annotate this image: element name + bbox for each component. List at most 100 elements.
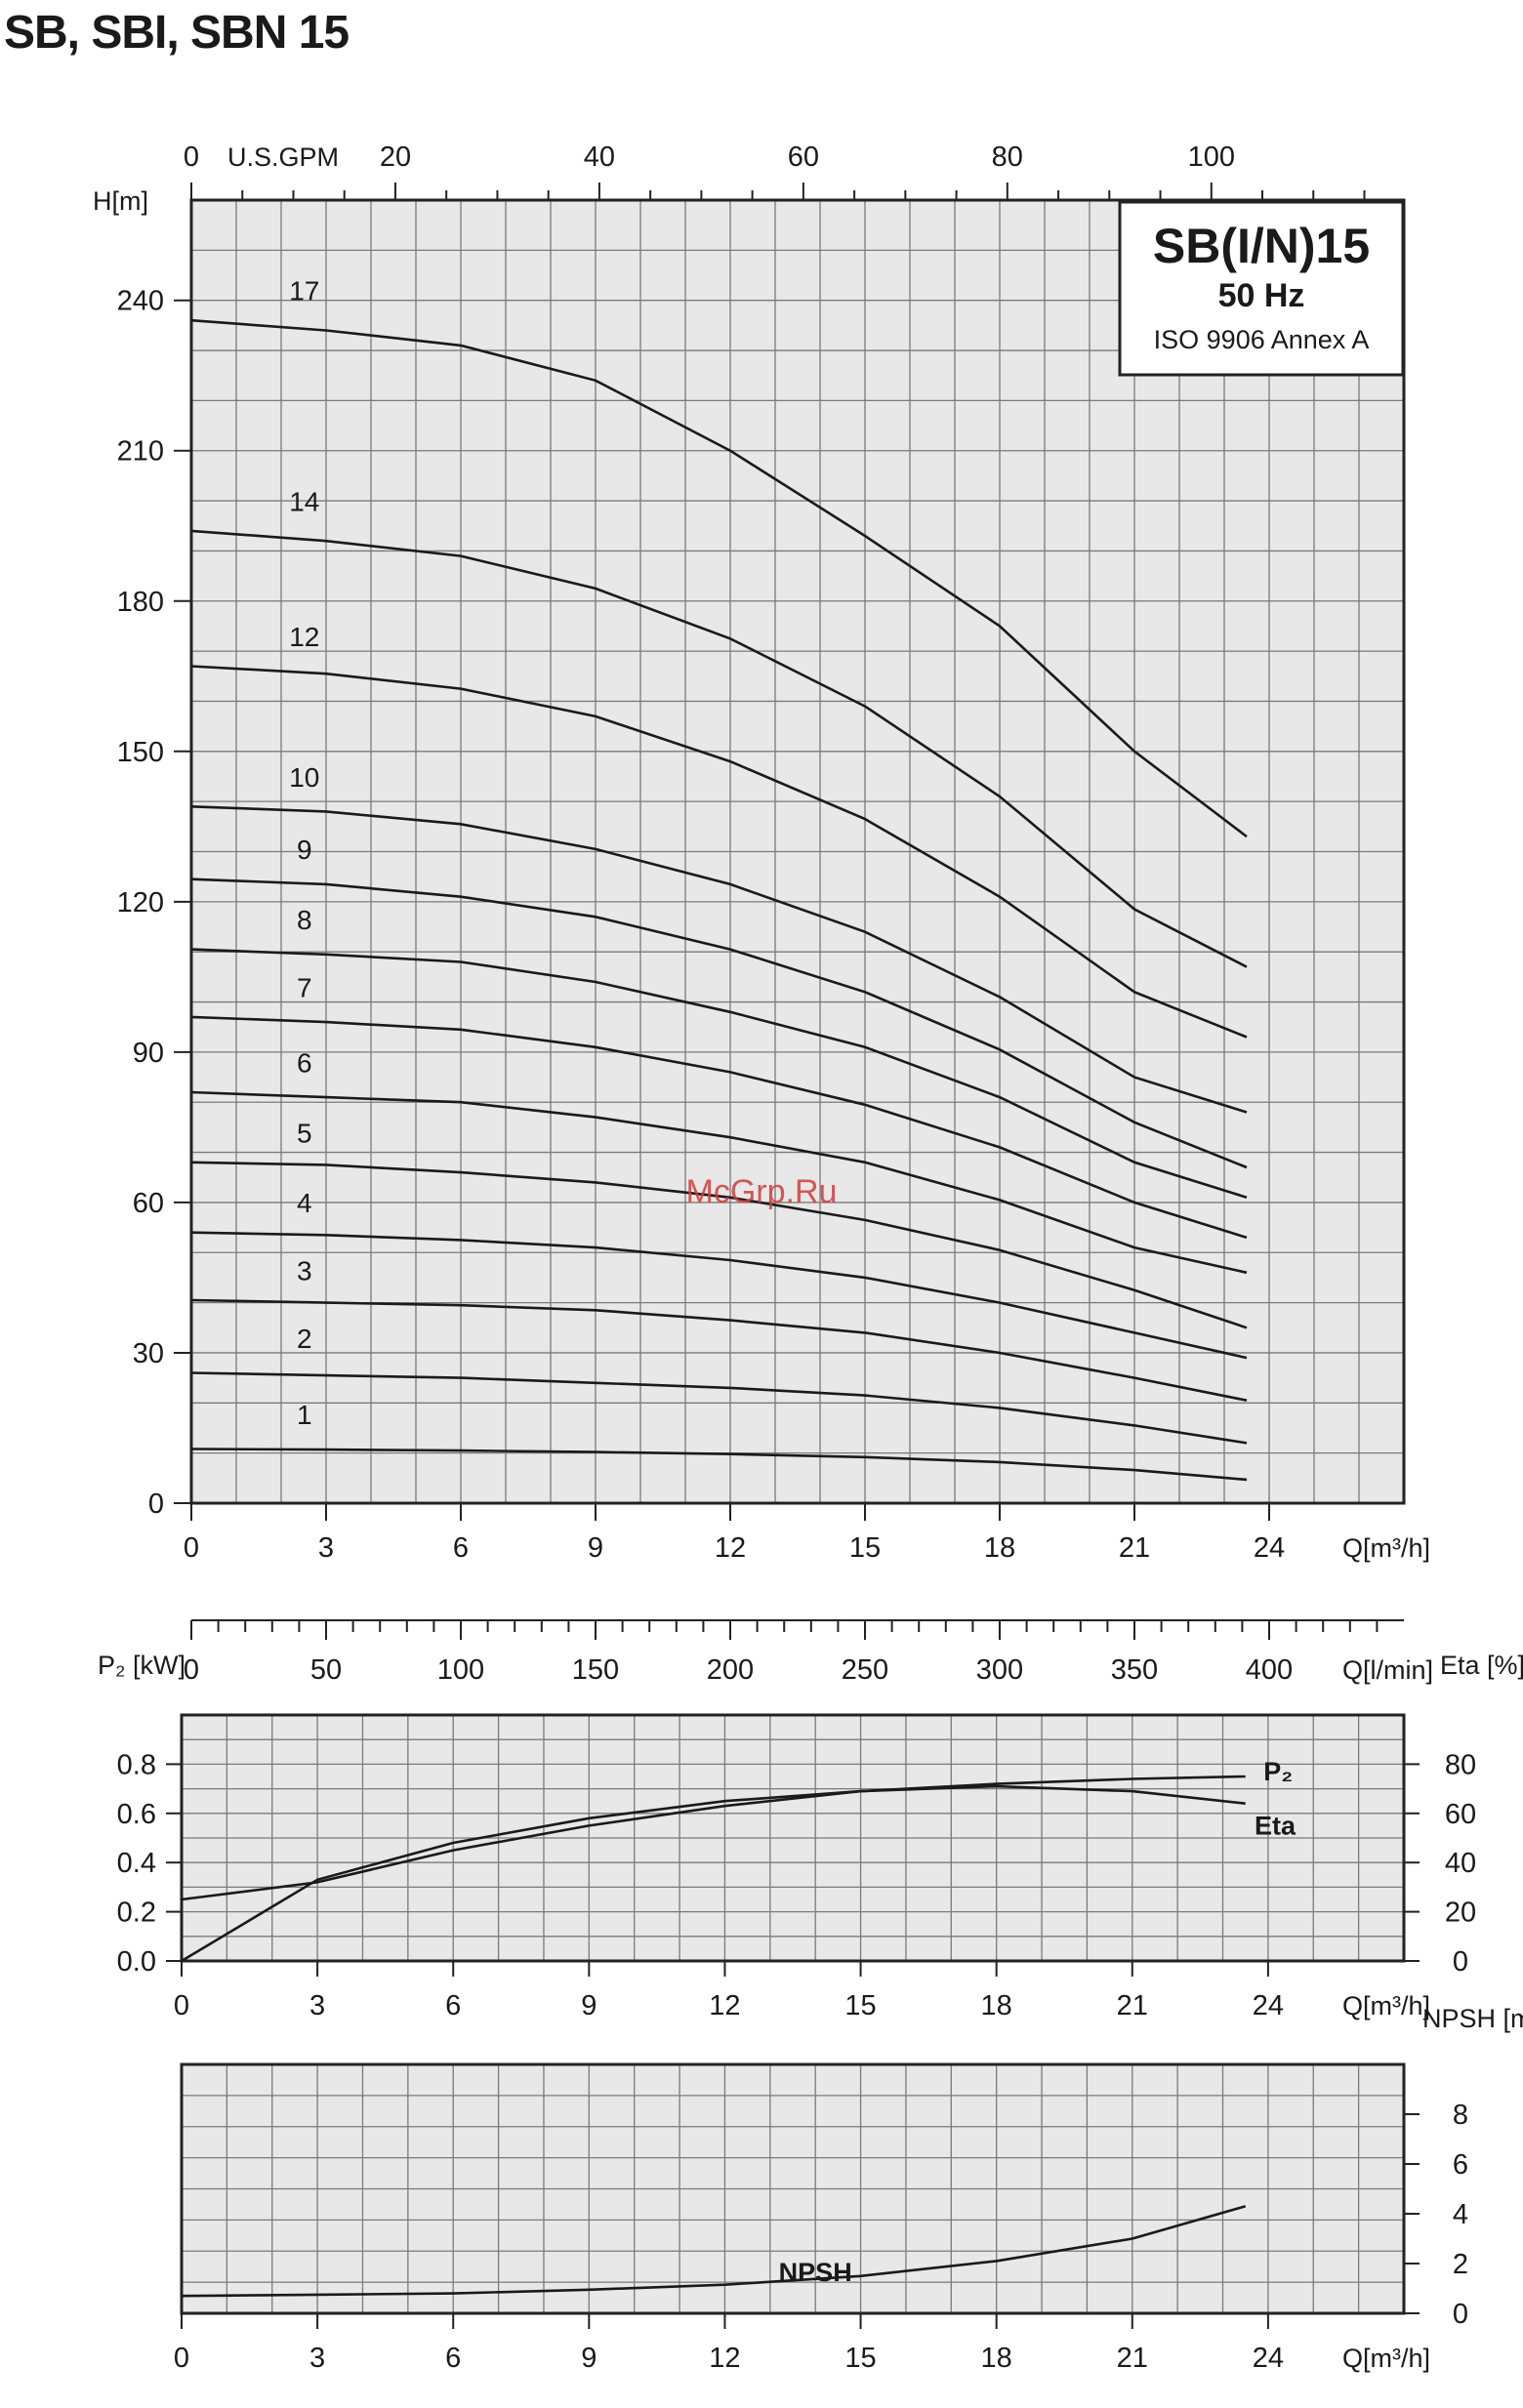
lmin-tick-label: 350 (1111, 1654, 1158, 1686)
npsh-xtick-label: 24 (1253, 2343, 1284, 2374)
gpm-tick-label: 0 (184, 142, 199, 173)
main-xlabel: Q[m³/h] (1342, 1533, 1430, 1563)
power-frame (180, 1713, 1406, 1963)
head-curve-6 (190, 1090, 1248, 1275)
npsh-xtick-label: 12 (709, 2343, 740, 2374)
npsh-xtick-label: 18 (981, 2343, 1012, 2374)
main-ytick-label: 60 (133, 1188, 164, 1219)
head-curve-12 (190, 665, 1248, 1039)
head-curve-1 (190, 1448, 1248, 1482)
head-curve-17 (190, 318, 1248, 838)
main-xtick-label: 12 (715, 1532, 746, 1564)
title-box (1118, 200, 1405, 377)
head-curve-7 (190, 1015, 1248, 1240)
npsh-xtick-label: 15 (844, 2343, 876, 2374)
lmin-axis-label: Q[l/min] (1342, 1655, 1433, 1685)
chart-note: ISO 9906 Annex A (1154, 325, 1370, 354)
page-heading: SB, SBI, SBN 15 (4, 7, 350, 59)
head-curve-3 (190, 1298, 1248, 1402)
npsh-xtick-label: 21 (1117, 2343, 1148, 2374)
head-curve-5 (190, 1161, 1248, 1329)
main-ylabel: H[m] (93, 186, 148, 216)
eta-ytick-label: 0 (1453, 1946, 1468, 1978)
stage-label-8: 8 (297, 905, 312, 935)
main-ytick-label: 210 (117, 436, 164, 468)
stage-label-17: 17 (289, 276, 319, 306)
head-curve-14 (190, 529, 1248, 968)
npsh-ytick-label: 8 (1453, 2100, 1468, 2131)
lmin-tick-label: 0 (184, 1654, 199, 1686)
stage-label-7: 7 (297, 972, 312, 1002)
power-ytick-label: 0.2 (117, 1898, 156, 1929)
lmin-tick-label: 50 (310, 1654, 342, 1686)
stage-label-5: 5 (297, 1118, 312, 1148)
eta-curve-label: Eta (1255, 1812, 1297, 1841)
gpm-tick-label: 80 (992, 142, 1023, 173)
stage-label-3: 3 (297, 1256, 312, 1286)
gpm-tick-label: 20 (380, 142, 411, 173)
main-xtick-label: 18 (984, 1532, 1015, 1564)
power-xtick-label: 24 (1253, 1990, 1284, 2021)
p2-curve-label: P₂ (1263, 1757, 1293, 1786)
npsh-ylabel: NPSH [m] (1422, 2004, 1523, 2033)
npsh-frame (180, 2062, 1406, 2315)
stage-label-6: 6 (297, 1047, 312, 1078)
main-xtick-label: 6 (453, 1532, 469, 1564)
chart-subtitle: 50 Hz (1218, 277, 1305, 314)
main-xtick-label: 9 (588, 1532, 603, 1564)
lmin-tick-label: 250 (842, 1654, 888, 1686)
power-ytick-label: 0.0 (117, 1946, 156, 1978)
power-xtick-label: 18 (981, 1990, 1012, 2021)
main-ytick-label: 30 (133, 1338, 164, 1369)
gpm-axis-label: U.S.GPM (227, 143, 339, 172)
main-ytick-label: 0 (148, 1489, 164, 1520)
main-frame (189, 198, 1406, 1505)
gpm-tick-label: 40 (584, 142, 615, 173)
stage-label-14: 14 (289, 486, 319, 516)
stage-label-1: 1 (297, 1400, 312, 1430)
npsh-curve-label: NPSH (779, 2258, 852, 2287)
power-xtick-label: 9 (581, 1990, 597, 2021)
power-xlabel: Q[m³/h] (1342, 1991, 1430, 2020)
eta-ytick-label: 60 (1445, 1799, 1476, 1830)
main-ytick-label: 180 (117, 587, 164, 618)
lmin-tick-label: 400 (1246, 1654, 1293, 1686)
stage-label-4: 4 (297, 1188, 312, 1218)
head-curve-10 (190, 805, 1248, 1114)
eta-ytick-label: 20 (1445, 1898, 1476, 1929)
npsh-xtick-label: 3 (309, 2343, 325, 2374)
stage-label-9: 9 (297, 835, 312, 865)
stage-label-10: 10 (289, 762, 319, 793)
npsh-ytick-label: 0 (1453, 2299, 1468, 2330)
power-ylabel: P₂ [kW] (98, 1651, 185, 1680)
power-xtick-label: 3 (309, 1990, 325, 2021)
lmin-tick-label: 100 (437, 1654, 484, 1686)
npsh-xtick-label: 9 (581, 2343, 597, 2374)
npsh-ytick-label: 4 (1453, 2199, 1468, 2230)
head-curve-8 (190, 948, 1248, 1200)
eta-ylabel: Eta [%] (1440, 1651, 1523, 1680)
power-xtick-label: 15 (844, 1990, 876, 2021)
head-curve-9 (190, 877, 1248, 1169)
power-xtick-label: 21 (1117, 1990, 1148, 2021)
power-xtick-label: 6 (445, 1990, 461, 2021)
stage-label-2: 2 (297, 1324, 312, 1354)
watermark: McGrp.Ru (686, 1173, 838, 1210)
eta-ytick-label: 40 (1445, 1848, 1476, 1879)
chart-title: SB(I/N)15 (1153, 219, 1370, 273)
npsh-ytick-label: 6 (1453, 2149, 1468, 2181)
main-ytick-label: 90 (133, 1038, 164, 1069)
main-ytick-label: 120 (117, 887, 164, 918)
npsh-xlabel: Q[m³/h] (1342, 2344, 1430, 2373)
stage-label-12: 12 (289, 622, 319, 652)
main-xtick-label: 21 (1119, 1532, 1150, 1564)
lmin-tick-label: 200 (707, 1654, 754, 1686)
head-curve-4 (190, 1231, 1248, 1360)
main-ytick-label: 240 (117, 286, 164, 317)
power-xtick-label: 0 (174, 1990, 189, 2021)
lmin-tick-label: 150 (572, 1654, 619, 1686)
npsh-curve (181, 2205, 1247, 2298)
main-xtick-label: 24 (1254, 1532, 1285, 1564)
main-xtick-label: 0 (184, 1532, 199, 1564)
